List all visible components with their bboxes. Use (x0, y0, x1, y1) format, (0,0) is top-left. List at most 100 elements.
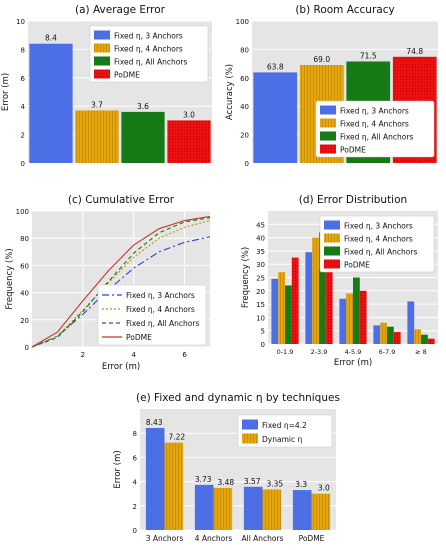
bar (271, 278, 279, 344)
bar (243, 486, 263, 530)
bar (75, 110, 119, 163)
y-tick-label: 4 (21, 103, 26, 111)
chart-a: 0 2 4 6 8 10 (a) Average Error Error (m) 8.4 3.7 3… (1, 4, 212, 168)
bar (292, 490, 312, 530)
y-tick-label: 100 (236, 18, 249, 26)
y-tick-label: 40 (256, 235, 265, 243)
bar-value-label: 63.8 (267, 62, 284, 71)
legend-swatch (320, 118, 336, 128)
x-tick-label: All Anchors (241, 534, 283, 543)
y-tick-label: 10 (16, 18, 25, 26)
x-tick-label: ≥ 8 (415, 348, 427, 356)
x-axis-label: Error (m) (102, 362, 140, 372)
legend-swatch (320, 131, 336, 141)
bar (339, 298, 347, 344)
bar (194, 484, 214, 530)
x-tick-label: 2-3.9 (311, 348, 328, 356)
chart-title: (a) Average Error (75, 4, 166, 16)
bar (319, 232, 326, 344)
y-tick-label: 4 (133, 479, 138, 487)
bar (373, 325, 381, 344)
x-tick-label: 0-1.9 (277, 348, 294, 356)
legend-swatch (94, 43, 110, 53)
legend-label: PoDME (114, 71, 140, 80)
y-tick-label: 8 (21, 46, 25, 54)
series-line (31, 219, 211, 348)
bar (325, 234, 333, 344)
legend-label: PoDME (126, 333, 152, 342)
chart-d: 0 5 10 15 20 25 30 35 40 45 (d) Error Distribution… (241, 194, 438, 368)
y-axis-label: Error (m) (113, 450, 123, 488)
bar (164, 442, 184, 530)
y-tick-label: 35 (256, 248, 265, 256)
x-tick-label: 6 (182, 351, 187, 359)
bar (213, 487, 233, 530)
bar-value-label: 3.3 (295, 480, 307, 489)
chart-title: (d) Error Distribution (299, 194, 407, 206)
x-tick-label: 4 (131, 351, 136, 359)
legend-label: Fixed η, 3 Anchors (340, 107, 409, 116)
legend-label: Fixed η, 4 Anchors (126, 305, 195, 314)
y-tick-label: 6 (133, 454, 138, 462)
bar (145, 427, 165, 530)
x-tick-label: 6-7.9 (379, 348, 396, 356)
bar (312, 237, 319, 344)
chart-b: 0 20 40 60 80 100 (b) Room Accuracy Accuracy (%… (225, 4, 438, 168)
chart-title: (c) Cumulative Error (68, 194, 175, 206)
legend-label: Dynamic η (262, 435, 302, 444)
y-tick-label: 5 (261, 328, 265, 336)
bar-value-label: 74.8 (406, 47, 423, 56)
y-axis-label: Accuracy (%) (225, 64, 235, 120)
bar (414, 329, 421, 344)
bar (353, 277, 360, 344)
legend-swatch (94, 69, 110, 79)
chart-title: (b) Room Accuracy (295, 4, 394, 16)
bar (29, 43, 73, 163)
bar (262, 489, 282, 530)
y-axis-label: Frequency (%) (241, 247, 251, 308)
bar (407, 301, 415, 344)
legend-label: Fixed η, 3 Anchors (126, 291, 195, 300)
bar (291, 257, 299, 344)
y-tick-label: 80 (240, 46, 249, 54)
bar (359, 290, 367, 344)
series-line (31, 215, 211, 348)
bar (421, 334, 428, 344)
y-tick-label: 0 (133, 527, 137, 535)
y-tick-label: 2 (21, 132, 25, 140)
legend-swatch (94, 30, 110, 40)
legend-label: PoDME (344, 261, 370, 270)
y-tick-label: 2 (133, 503, 137, 511)
legend-label: Fixed η, All Anchors (126, 319, 199, 328)
y-tick-label: 60 (240, 75, 249, 83)
y-tick-label: 60 (20, 262, 29, 270)
y-tick-label: 40 (240, 103, 249, 111)
y-tick-label: 25 (256, 275, 265, 283)
bar-value-label: 3.0 (183, 110, 195, 119)
legend-box (97, 284, 207, 346)
legend-swatch (324, 246, 340, 256)
legend-swatch (324, 220, 340, 230)
x-axis-label: Error (m) (334, 358, 372, 368)
legend-label: Fixed η, All Anchors (114, 58, 187, 67)
bar-value-label: 8.43 (146, 418, 163, 427)
bar (311, 493, 331, 530)
y-tick-label: 30 (256, 261, 265, 269)
bar-value-label: 3.35 (266, 479, 283, 488)
bar (393, 332, 401, 344)
legend-swatch (242, 433, 258, 444)
legend-swatch (320, 144, 336, 154)
chart-title: (e) Fixed and dynamic η by techniques (136, 392, 340, 404)
legend-swatch (242, 419, 258, 430)
y-tick-label: 8 (133, 430, 137, 438)
legend-box (319, 215, 435, 273)
x-tick-label: 4-5.9 (345, 348, 362, 356)
series-line (31, 217, 211, 348)
legend-label: PoDME (340, 146, 366, 155)
legend-label: Fixed η, 3 Anchors (114, 32, 183, 41)
bar (387, 326, 394, 344)
legend-swatch (320, 105, 336, 115)
bar (253, 72, 298, 163)
bar-value-label: 3.73 (195, 475, 212, 484)
